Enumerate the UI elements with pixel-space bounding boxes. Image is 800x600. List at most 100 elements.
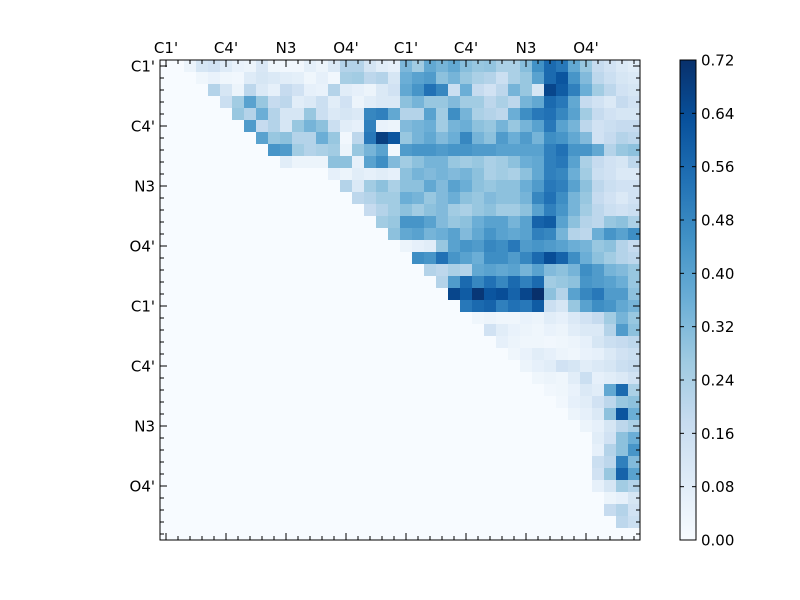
heatmap-cell xyxy=(460,168,473,181)
heatmap-cell xyxy=(604,348,617,361)
heatmap-cell xyxy=(340,396,353,409)
heatmap-cell xyxy=(592,96,605,109)
heatmap-cell xyxy=(496,96,509,109)
heatmap-cell xyxy=(364,276,377,289)
heatmap-cell xyxy=(364,372,377,385)
heatmap-cell xyxy=(412,204,425,217)
heatmap-cell xyxy=(412,360,425,373)
heatmap-cell xyxy=(556,60,569,73)
heatmap-cell xyxy=(220,252,233,265)
heatmap-cell xyxy=(292,420,305,433)
heatmap-cell xyxy=(160,516,173,529)
heatmap-cell xyxy=(208,336,221,349)
heatmap-cell xyxy=(304,384,317,397)
heatmap-cell xyxy=(568,492,581,505)
heatmap-cell xyxy=(280,324,293,337)
heatmap-cell xyxy=(472,96,485,109)
heatmap-cell xyxy=(460,492,473,505)
heatmap-cell xyxy=(220,372,233,385)
heatmap-cell xyxy=(472,360,485,373)
heatmap-cell xyxy=(388,180,401,193)
heatmap-cell xyxy=(340,444,353,457)
heatmap-cell xyxy=(220,180,233,193)
heatmap-cell xyxy=(532,480,545,493)
heatmap-cell xyxy=(568,480,581,493)
heatmap-cell xyxy=(436,192,449,205)
heatmap-cell xyxy=(472,120,485,133)
heatmap-cell xyxy=(460,72,473,85)
heatmap-cell xyxy=(172,204,185,217)
heatmap-cell xyxy=(412,492,425,505)
heatmap-cell xyxy=(280,408,293,421)
heatmap-cell xyxy=(604,96,617,109)
heatmap-cell xyxy=(280,336,293,349)
heatmap-cell xyxy=(436,432,449,445)
heatmap-cell xyxy=(424,60,437,73)
heatmap-cell xyxy=(460,108,473,121)
heatmap-cell xyxy=(388,420,401,433)
heatmap-cell xyxy=(436,396,449,409)
heatmap-cell xyxy=(484,264,497,277)
heatmap-cell xyxy=(256,204,269,217)
heatmap-cell xyxy=(352,240,365,253)
heatmap-cell xyxy=(388,144,401,157)
heatmap-cell xyxy=(424,240,437,253)
heatmap-cell xyxy=(508,300,521,313)
heatmap-cell xyxy=(280,432,293,445)
heatmap-cell xyxy=(544,408,557,421)
heatmap-cell xyxy=(340,84,353,97)
heatmap-cell xyxy=(412,192,425,205)
heatmap-cell xyxy=(520,108,533,121)
heatmap-cell xyxy=(352,396,365,409)
heatmap-cell xyxy=(628,216,641,229)
heatmap-cell xyxy=(484,336,497,349)
heatmap-cell xyxy=(304,156,317,169)
heatmap-cell xyxy=(580,468,593,481)
heatmap-cell xyxy=(508,264,521,277)
heatmap-cell xyxy=(280,504,293,517)
heatmap-cell xyxy=(208,432,221,445)
heatmap-cell xyxy=(616,276,629,289)
heatmap-cell xyxy=(364,228,377,241)
heatmap-cell xyxy=(376,180,389,193)
heatmap-cell xyxy=(256,168,269,181)
heatmap-cell xyxy=(304,228,317,241)
heatmap-cell xyxy=(424,156,437,169)
x-tick-labels: C1' C4' N3 O4' C1' C4' N3 O4' xyxy=(154,39,599,57)
heatmap-cell xyxy=(496,240,509,253)
heatmap-cell xyxy=(292,324,305,337)
heatmap-cell xyxy=(496,192,509,205)
heatmap-cell xyxy=(388,192,401,205)
heatmap-cell xyxy=(400,228,413,241)
heatmap-cell xyxy=(352,228,365,241)
heatmap-cell xyxy=(580,264,593,277)
heatmap-cell xyxy=(544,168,557,181)
heatmap-cell xyxy=(520,252,533,265)
heatmap-cell xyxy=(376,132,389,145)
heatmap-cell xyxy=(388,300,401,313)
heatmap-cell xyxy=(280,144,293,157)
heatmap-cell xyxy=(208,156,221,169)
x-tick-label: C4' xyxy=(454,39,478,57)
heatmap-cell xyxy=(172,312,185,325)
heatmap-cell xyxy=(172,144,185,157)
heatmap-cell xyxy=(532,132,545,145)
heatmap-cell xyxy=(292,312,305,325)
heatmap-cell xyxy=(592,60,605,73)
heatmap-cell xyxy=(280,372,293,385)
heatmap-cell xyxy=(604,372,617,385)
heatmap-cell xyxy=(532,60,545,73)
heatmap-cell xyxy=(256,216,269,229)
heatmap-cell xyxy=(544,336,557,349)
heatmap-cell xyxy=(352,192,365,205)
heatmap-cell xyxy=(472,408,485,421)
heatmap-cell xyxy=(568,132,581,145)
heatmap-cell xyxy=(340,216,353,229)
heatmap-cell xyxy=(592,336,605,349)
heatmap-cell xyxy=(184,336,197,349)
heatmap-cell xyxy=(268,372,281,385)
heatmap-cell xyxy=(220,348,233,361)
heatmap-cell xyxy=(388,240,401,253)
heatmap-cell xyxy=(208,204,221,217)
heatmap-cell xyxy=(604,216,617,229)
